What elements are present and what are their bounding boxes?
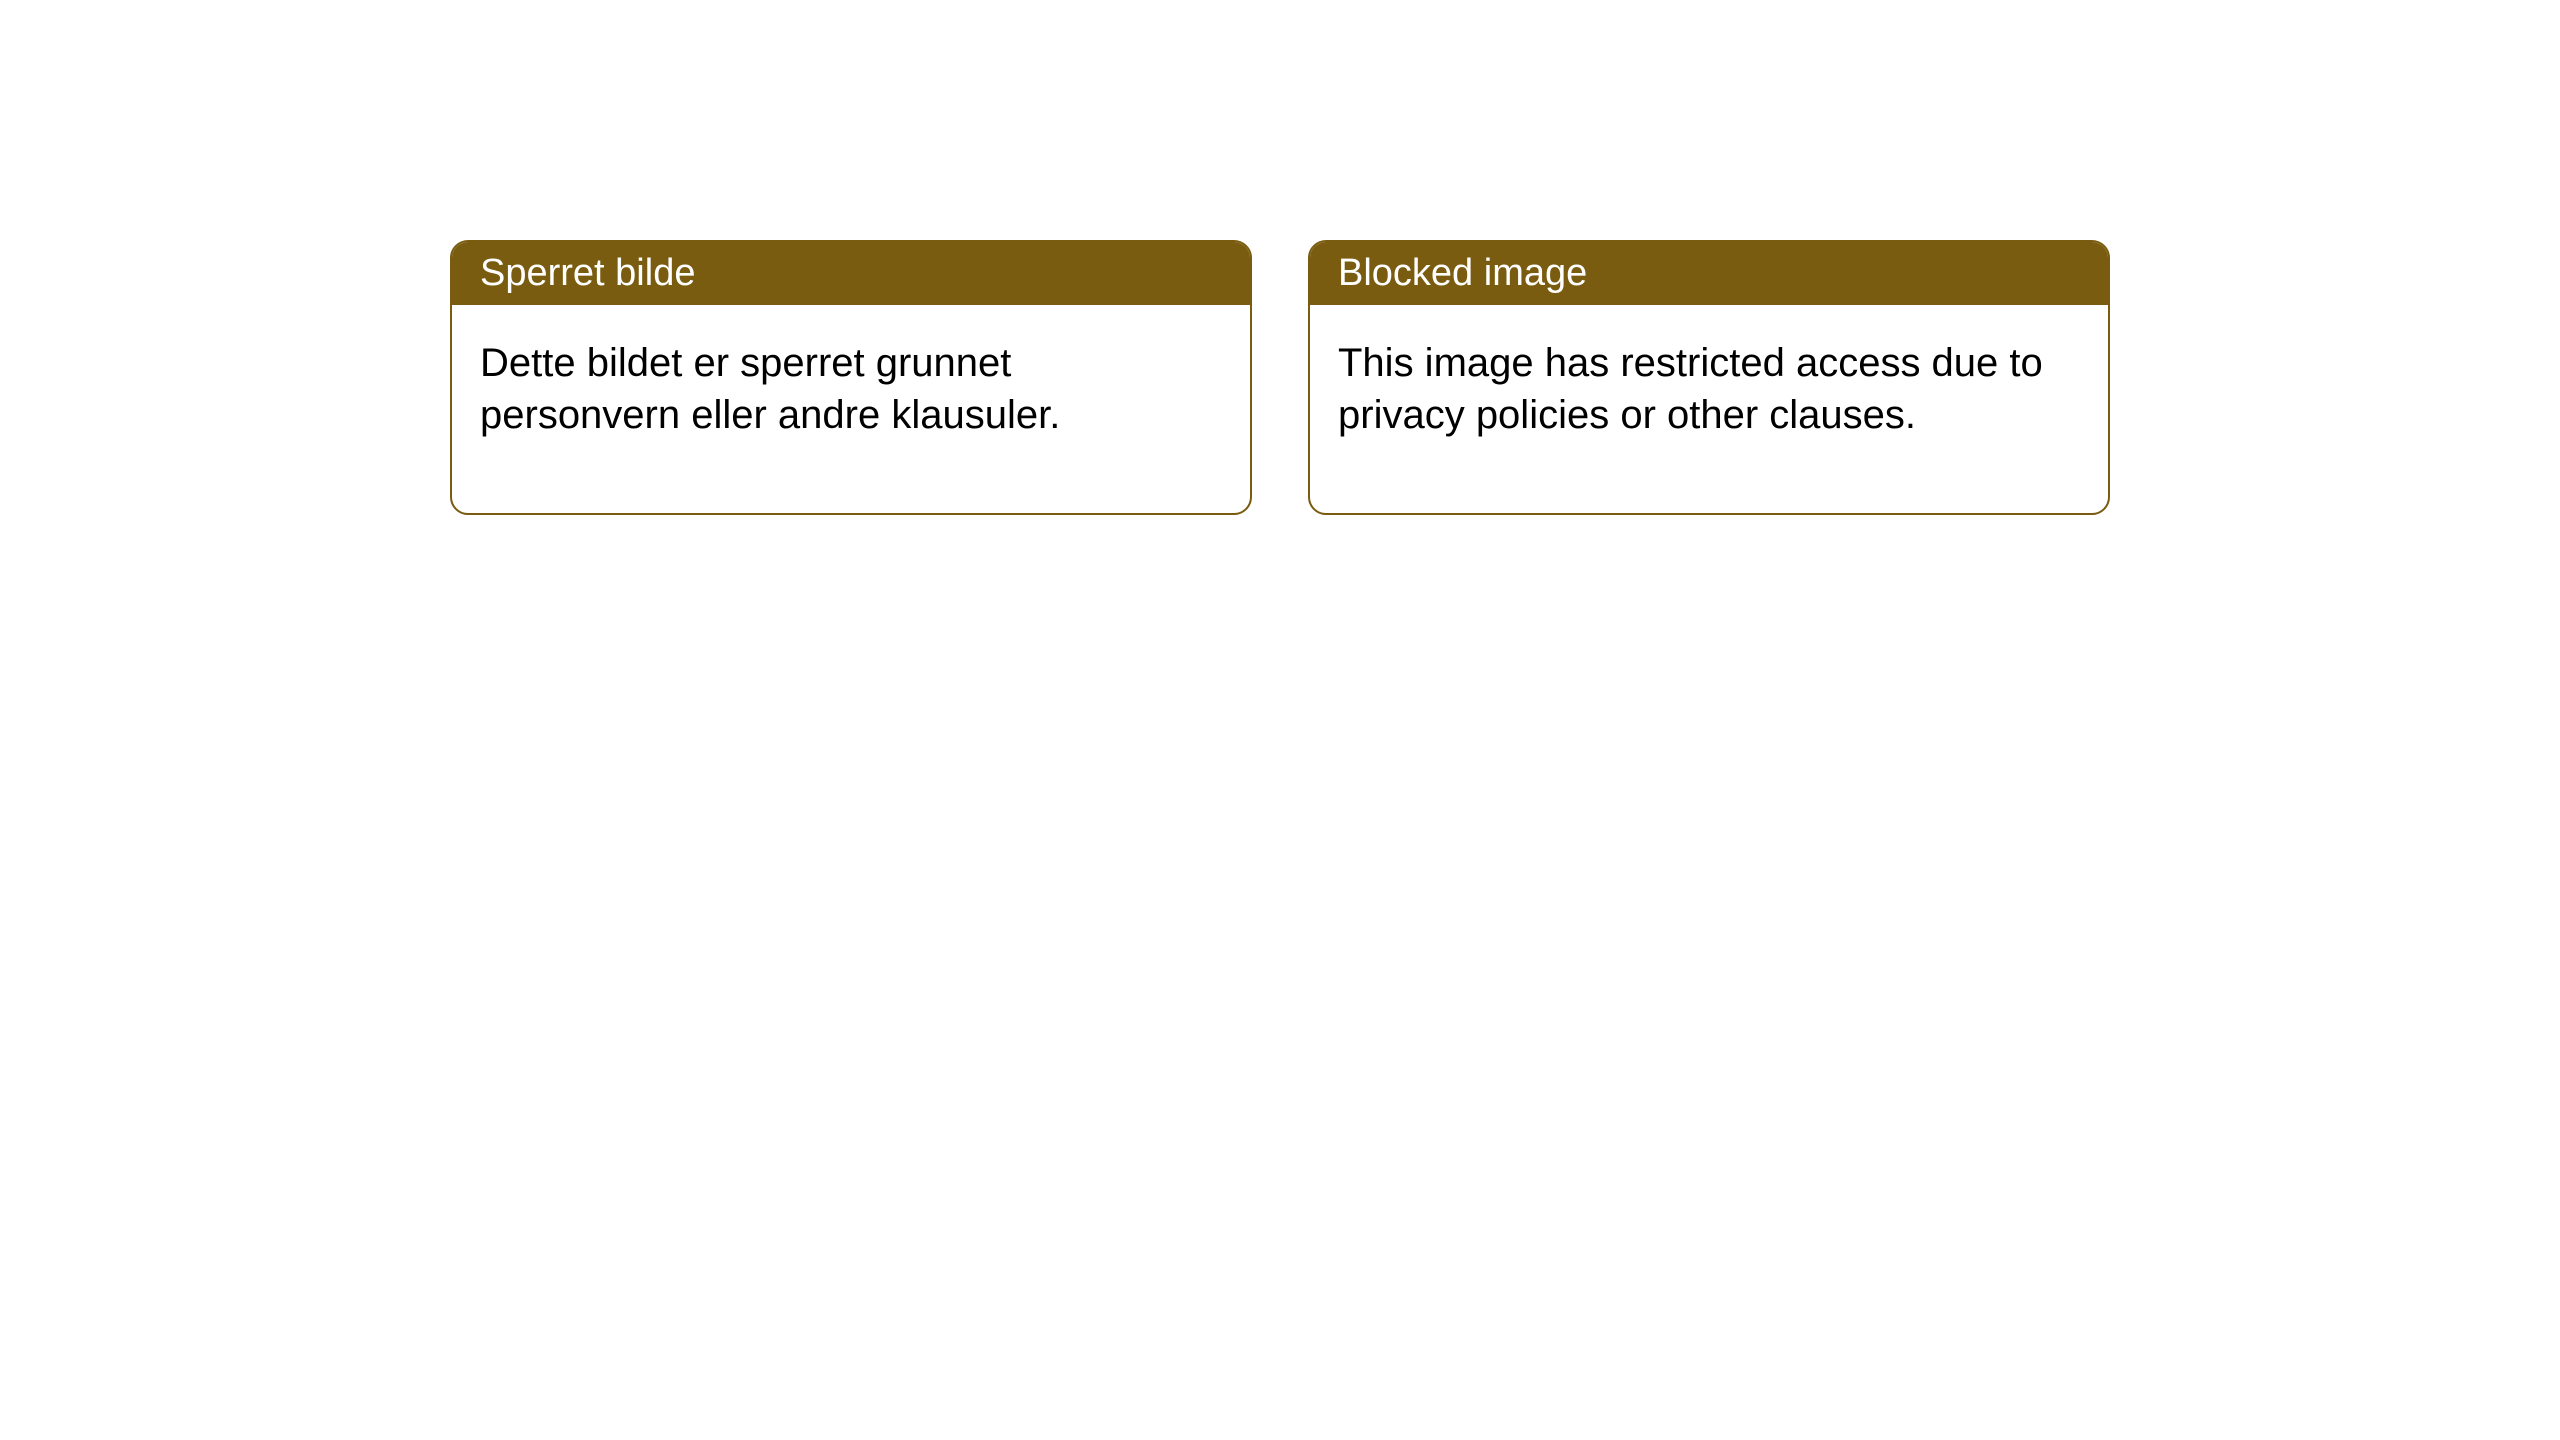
notice-header-no: Sperret bilde: [452, 242, 1250, 305]
notice-card-no: Sperret bilde Dette bildet er sperret gr…: [450, 240, 1252, 515]
notice-title-en: Blocked image: [1338, 252, 1587, 294]
notice-body-text-no: Dette bildet er sperret grunnet personve…: [480, 341, 1060, 437]
notice-body-en: This image has restricted access due to …: [1310, 305, 2108, 513]
notice-header-en: Blocked image: [1310, 242, 2108, 305]
notice-body-text-en: This image has restricted access due to …: [1338, 341, 2043, 437]
notice-card-en: Blocked image This image has restricted …: [1308, 240, 2110, 515]
notice-container: Sperret bilde Dette bildet er sperret gr…: [450, 240, 2110, 515]
notice-body-no: Dette bildet er sperret grunnet personve…: [452, 305, 1250, 513]
notice-title-no: Sperret bilde: [480, 252, 695, 294]
